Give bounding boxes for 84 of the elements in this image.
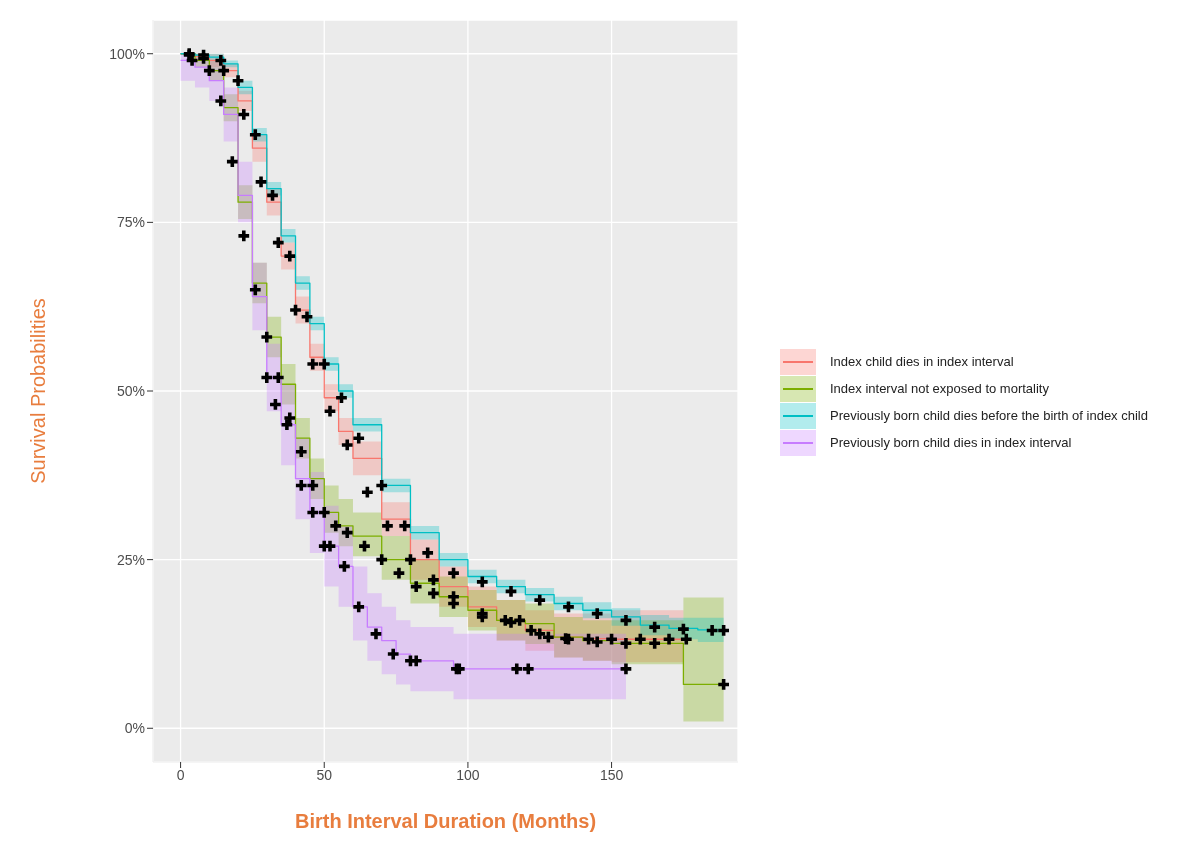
point xyxy=(330,520,342,532)
point xyxy=(272,372,284,383)
point xyxy=(249,284,261,296)
point xyxy=(505,585,517,597)
point xyxy=(307,358,319,370)
point xyxy=(534,594,546,606)
point xyxy=(361,486,373,498)
point xyxy=(591,608,603,619)
y-tick-label: 0% xyxy=(124,720,145,737)
point xyxy=(370,628,382,640)
point xyxy=(307,480,319,491)
point xyxy=(238,230,250,242)
point xyxy=(341,527,353,539)
point xyxy=(583,633,594,645)
legend-label: Index child dies in index interval xyxy=(830,354,1014,369)
point xyxy=(215,55,227,66)
point xyxy=(341,439,353,451)
point xyxy=(620,663,632,675)
point xyxy=(620,637,632,649)
point xyxy=(318,358,330,370)
point xyxy=(284,412,296,424)
y-tick-label: 50% xyxy=(116,382,145,399)
point xyxy=(663,633,675,645)
point xyxy=(301,311,313,323)
point xyxy=(393,567,405,579)
point xyxy=(261,372,273,383)
point xyxy=(534,628,546,640)
x-tick-label: 50 xyxy=(316,766,333,783)
point xyxy=(353,601,365,613)
point xyxy=(336,392,347,404)
x-tick-label: 0 xyxy=(176,766,185,783)
point xyxy=(359,540,370,552)
y-tick-label: 25% xyxy=(116,551,145,568)
point xyxy=(476,576,488,588)
x-tick-label: 100 xyxy=(456,766,480,783)
point xyxy=(215,95,227,107)
point xyxy=(249,129,261,141)
point xyxy=(232,75,244,87)
point xyxy=(353,432,365,444)
y-tick-label: 100% xyxy=(109,45,145,62)
point xyxy=(525,625,537,636)
point xyxy=(634,633,646,645)
y-axis-title: Survival Probabilities xyxy=(27,298,50,484)
y-tick-label: 75% xyxy=(116,214,145,231)
point xyxy=(410,581,422,592)
x-tick-label: 150 xyxy=(599,766,624,783)
point xyxy=(563,601,574,613)
point xyxy=(511,663,523,675)
point xyxy=(272,237,284,248)
legend-label: Index interval not exposed to mortality xyxy=(830,381,1049,396)
point xyxy=(261,331,273,343)
point xyxy=(295,446,307,458)
point xyxy=(606,633,617,645)
point xyxy=(399,520,411,532)
point xyxy=(543,631,554,643)
point xyxy=(422,547,434,559)
point xyxy=(238,109,250,120)
point xyxy=(522,663,534,675)
point xyxy=(591,636,603,648)
point xyxy=(186,55,198,66)
point xyxy=(307,507,319,518)
x-axis-title: Birth Interval Duration (Months) xyxy=(294,810,597,832)
point xyxy=(678,623,689,635)
point xyxy=(649,621,661,633)
point xyxy=(649,637,661,649)
point xyxy=(448,567,459,579)
point xyxy=(382,520,393,532)
point xyxy=(324,405,336,417)
point xyxy=(295,480,307,491)
point xyxy=(428,574,439,586)
point xyxy=(281,419,293,431)
point xyxy=(476,611,488,623)
point xyxy=(620,614,632,626)
point xyxy=(376,480,388,491)
point xyxy=(706,625,718,636)
point xyxy=(255,176,267,188)
legend-label: Previously born child dies in index interval xyxy=(830,435,1072,450)
legend-label: Previously born child dies before the birth of index child xyxy=(830,408,1148,423)
point xyxy=(376,554,388,565)
point xyxy=(680,633,692,645)
point xyxy=(318,507,330,518)
point xyxy=(284,250,296,262)
point xyxy=(290,304,301,316)
point xyxy=(387,648,399,660)
